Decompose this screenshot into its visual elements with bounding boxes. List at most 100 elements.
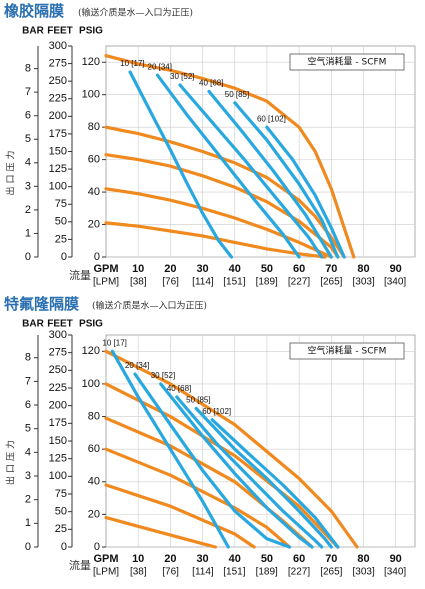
annotation-box <box>289 53 405 71</box>
y2-tick-label: 150 <box>49 145 67 157</box>
y3-tick-label: 7 <box>25 375 31 387</box>
x-tick-label: 70 <box>325 263 337 275</box>
series-label: 30 [52] <box>151 371 175 380</box>
x2-tick-label: [151] <box>223 277 245 288</box>
y2-tick-label: 225 <box>49 93 67 105</box>
curve <box>104 382 340 549</box>
curve <box>155 73 301 259</box>
series-label: 60 [102] <box>202 407 231 416</box>
curve <box>104 187 333 259</box>
x-axis-title: 流量 <box>69 558 91 572</box>
y-tick-label: 40 <box>88 186 100 198</box>
y-tick-label: 100 <box>82 378 100 390</box>
y3-tick-label: 2 <box>25 494 31 506</box>
y-tick-label: 60 <box>88 154 100 166</box>
y2-tick-label: 225 <box>49 382 67 394</box>
x2-tick-label: [340] <box>384 567 406 578</box>
y3-tick-label: 2 <box>25 204 31 216</box>
curve <box>175 395 324 549</box>
y2-tick-label: 0 <box>61 541 67 553</box>
axis-header: BAR <box>22 26 44 37</box>
y-tick-label: 80 <box>88 410 100 422</box>
curve <box>210 418 340 549</box>
chart-title: 特氟隆隔膜 <box>4 295 79 313</box>
x2-tick-label: [76] <box>162 567 179 578</box>
curve <box>265 125 346 259</box>
x2-tick-label: [38] <box>130 567 147 578</box>
y2-tick-label: 50 <box>55 506 67 518</box>
x-tick-label: 30 <box>196 263 208 275</box>
y2-tick-label: 300 <box>49 329 67 341</box>
plot-area <box>105 334 416 548</box>
axis-header: PSIG <box>79 26 103 37</box>
y-tick-label: 0 <box>94 541 100 553</box>
y-tick-label: 120 <box>82 345 100 357</box>
series-label: 40 [68] <box>167 384 191 393</box>
y2-tick-label: 0 <box>61 251 67 263</box>
x2-tick-label: [303] <box>353 567 375 578</box>
x-tick-label: 90 <box>390 263 402 275</box>
y3-tick-label: 7 <box>25 86 31 98</box>
series-label: 30 [52] <box>170 72 194 81</box>
chart-title: 橡胶隔膜 <box>4 2 64 20</box>
x-tick-label: 50 <box>261 553 273 565</box>
y-tick-label: 120 <box>82 56 100 68</box>
axis-header: PSIG <box>79 319 103 330</box>
curve <box>207 89 333 259</box>
annotation: 空气消耗量 - SCFM <box>308 345 387 357</box>
y3-tick-label: 1 <box>25 227 31 239</box>
curve <box>128 70 234 259</box>
y2-tick-label: 200 <box>49 400 67 412</box>
annotation: 空气消耗量 - SCFM <box>308 56 387 68</box>
y3-tick-label: 5 <box>25 133 31 145</box>
y2-tick-label: 100 <box>49 181 67 193</box>
series-label: 10 [17] <box>102 338 126 347</box>
y2-tick-label: 150 <box>49 435 67 447</box>
x-axis-unit: GPM <box>93 553 118 565</box>
curve <box>104 447 292 549</box>
y2-tick-label: 250 <box>49 75 67 87</box>
x2-tick-label: [189] <box>256 277 278 288</box>
y3-tick-label: 5 <box>25 423 31 435</box>
axis-header: BAR <box>22 319 44 330</box>
series-label: 60 [102] <box>257 114 286 123</box>
y3-tick-label: 4 <box>25 157 31 169</box>
y2-tick-label: 250 <box>49 364 67 376</box>
chart: 特氟隆隔膜 (输送介质是水—入口为正压)BAR FEET PSIG出口压力020406… <box>4 295 416 578</box>
x2-tick-label: [227] <box>288 567 310 578</box>
curve <box>194 406 333 549</box>
x-axis-title: 流量 <box>69 268 91 282</box>
x-tick-label: 80 <box>357 553 369 565</box>
y3-tick-label: 0 <box>25 251 31 263</box>
y2-tick-label: 175 <box>49 417 67 429</box>
y2-tick-label: 25 <box>55 233 67 245</box>
annotation-box <box>289 342 405 360</box>
curve <box>178 83 324 259</box>
curve <box>133 372 292 549</box>
curve <box>104 483 256 549</box>
y3-tick-label: 3 <box>25 470 31 482</box>
y2-tick-label: 175 <box>49 128 67 140</box>
x2-tick-label: [38] <box>130 277 147 288</box>
x2-tick-label: [265] <box>320 277 342 288</box>
series-label: 50 [85] <box>186 395 210 404</box>
y-tick-label: 0 <box>94 251 100 263</box>
x-tick-label: 90 <box>390 553 402 565</box>
y2-tick-label: 100 <box>49 470 67 482</box>
y2-tick-label: 25 <box>55 523 67 535</box>
y-tick-label: 20 <box>88 218 100 230</box>
series-label: 10 [17] <box>120 59 144 68</box>
x2-tick-label: [114] <box>192 567 214 578</box>
x-tick-label: 20 <box>164 553 176 565</box>
y-tick-label: 80 <box>88 121 100 133</box>
chart-subtitle: (输送介质是水—入口为正压) <box>78 7 193 19</box>
x2-tick-label: [265] <box>320 567 342 578</box>
y2-tick-label: 200 <box>49 110 67 122</box>
x-tick-label: 40 <box>229 553 241 565</box>
y3-tick-label: 1 <box>25 517 31 529</box>
x-tick-label: 30 <box>196 553 208 565</box>
chart-subtitle: (输送介质是水—入口为正压) <box>92 300 207 312</box>
x2-tick-label: [227] <box>288 277 310 288</box>
y-tick-label: 20 <box>88 508 100 520</box>
